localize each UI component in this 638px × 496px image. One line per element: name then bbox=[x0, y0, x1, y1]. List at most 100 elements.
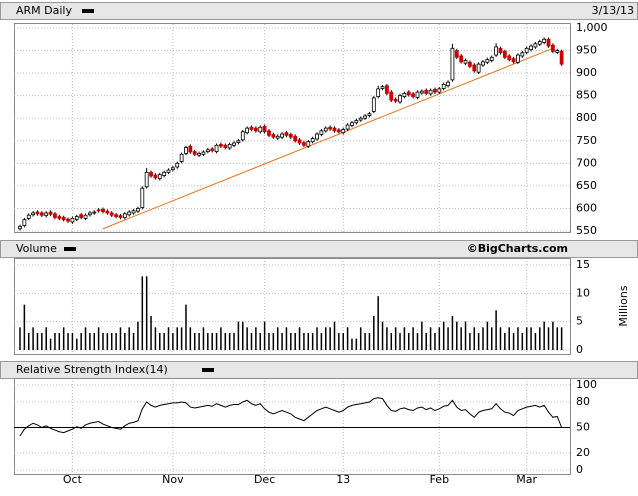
candle-body bbox=[170, 167, 175, 171]
y-tick-label: 20 bbox=[576, 446, 590, 459]
candle-body bbox=[236, 140, 241, 143]
candle-body bbox=[350, 122, 354, 126]
volume-bar bbox=[486, 321, 489, 350]
candle-body bbox=[533, 43, 538, 48]
volume-bar bbox=[36, 333, 39, 350]
candle-body bbox=[371, 97, 376, 112]
y-tick-label: 15 bbox=[576, 258, 590, 271]
volume-bar bbox=[298, 327, 301, 350]
price-header bbox=[0, 2, 638, 20]
volume-bar bbox=[185, 304, 187, 350]
candle-body bbox=[249, 126, 254, 130]
candle-body bbox=[136, 208, 140, 212]
volume-bar bbox=[325, 327, 327, 350]
volume-bar bbox=[386, 327, 388, 350]
y-tick-label: 10 bbox=[576, 286, 590, 299]
volume-bar bbox=[473, 327, 476, 350]
candle-body bbox=[336, 129, 341, 133]
volume-bar bbox=[495, 310, 497, 350]
volume-bar bbox=[508, 327, 510, 350]
candle-body bbox=[302, 142, 306, 146]
volume-bar bbox=[228, 333, 231, 350]
candle-body bbox=[83, 214, 88, 219]
volume-bar bbox=[58, 333, 61, 350]
candle-body bbox=[214, 144, 219, 153]
candle-body bbox=[245, 127, 250, 134]
volume-bar bbox=[368, 333, 371, 350]
volume-bar bbox=[211, 333, 213, 350]
candle-body bbox=[476, 63, 481, 73]
candle-body bbox=[131, 210, 136, 214]
volume-bar bbox=[477, 333, 480, 350]
candle-body bbox=[310, 138, 315, 143]
volume-bar bbox=[552, 321, 554, 350]
x-tick-label: Feb bbox=[430, 473, 449, 486]
candle-body bbox=[393, 98, 398, 102]
volume-bar bbox=[316, 327, 318, 350]
volume-bar bbox=[268, 333, 270, 350]
candle-body bbox=[280, 133, 284, 138]
volume-bar bbox=[281, 333, 283, 350]
candle-body bbox=[358, 117, 363, 121]
candle-body bbox=[332, 127, 337, 132]
x-tick-label: Dec bbox=[254, 473, 275, 486]
volume-bar bbox=[451, 316, 454, 350]
volume-title: Volume bbox=[16, 242, 57, 255]
candle-body bbox=[92, 211, 97, 214]
candle-body bbox=[188, 145, 193, 153]
candle-body bbox=[70, 217, 75, 223]
candle-body bbox=[472, 64, 477, 72]
candle-body bbox=[411, 93, 416, 97]
candle-body bbox=[31, 212, 36, 216]
volume-bar bbox=[76, 338, 78, 350]
volume-bar bbox=[128, 327, 130, 350]
y-tick-label: 550 bbox=[576, 224, 597, 237]
candle-body bbox=[315, 133, 319, 140]
volume-bar bbox=[359, 327, 362, 350]
candle-body bbox=[105, 210, 110, 214]
candle-body bbox=[205, 149, 210, 153]
candle-body bbox=[267, 130, 271, 136]
volume-bar bbox=[456, 321, 458, 350]
volume-bar bbox=[189, 327, 192, 350]
volume-bar bbox=[115, 333, 117, 350]
volume-bar bbox=[141, 276, 144, 350]
candle-body bbox=[319, 130, 324, 135]
volume-bar bbox=[215, 333, 218, 350]
volume-bar bbox=[307, 333, 310, 350]
volume-bar bbox=[460, 327, 462, 350]
candle-body bbox=[481, 61, 485, 66]
volume-bar bbox=[504, 333, 506, 350]
volume-bar bbox=[517, 327, 519, 350]
candle-body bbox=[468, 61, 472, 67]
candle-body bbox=[48, 211, 53, 215]
candle-body bbox=[376, 88, 381, 97]
candle-body bbox=[341, 129, 346, 134]
candle-body bbox=[542, 38, 547, 43]
candle-body bbox=[192, 151, 197, 155]
candle-body bbox=[114, 214, 118, 217]
candle-body bbox=[328, 126, 333, 130]
candle-body bbox=[494, 46, 499, 56]
candle-body bbox=[201, 151, 206, 155]
volume-bar bbox=[233, 333, 235, 350]
y-tick-label: 600 bbox=[576, 201, 597, 214]
candle-body bbox=[424, 89, 429, 94]
volume-bar bbox=[399, 333, 401, 350]
candle-body bbox=[118, 215, 123, 218]
candle-body bbox=[516, 54, 520, 63]
candle-body bbox=[459, 55, 464, 63]
volume-bar bbox=[255, 327, 257, 350]
volume-bar bbox=[62, 327, 65, 350]
candle-body bbox=[26, 214, 31, 219]
candle-body bbox=[550, 44, 555, 52]
candle-body bbox=[559, 51, 564, 65]
volume-bar bbox=[525, 327, 528, 350]
candle-body bbox=[398, 95, 402, 103]
volume-bar bbox=[41, 333, 43, 350]
volume-bar bbox=[351, 338, 353, 350]
candle-body bbox=[511, 58, 516, 63]
candle-body bbox=[157, 174, 162, 180]
volume-bar bbox=[416, 333, 419, 350]
volume-bar bbox=[102, 333, 104, 350]
